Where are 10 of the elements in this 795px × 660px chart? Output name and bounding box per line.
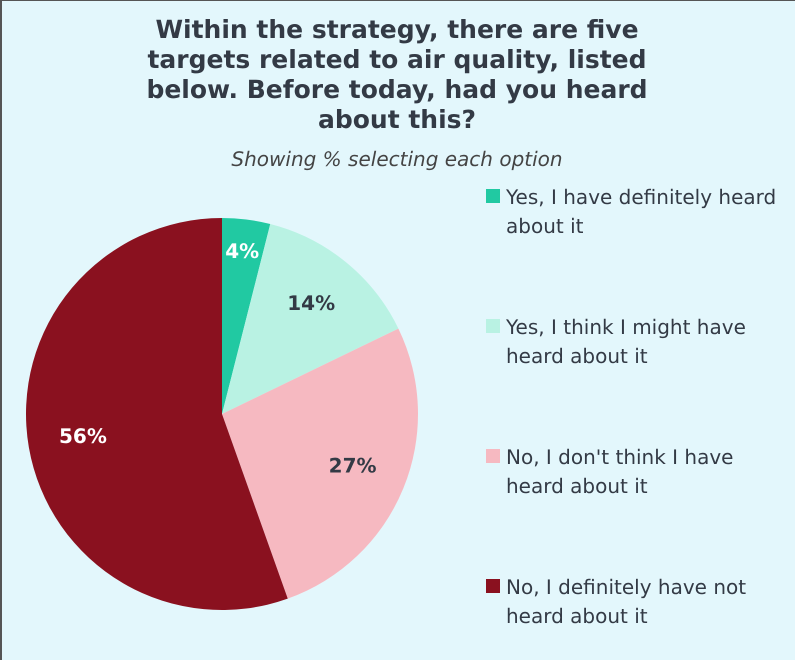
data-label: 14% xyxy=(287,290,336,315)
legend-label: Yes, I think I might have heard about it xyxy=(506,314,747,370)
data-label: 56% xyxy=(59,424,107,448)
legend-label: Yes, I have definitely heard about it xyxy=(506,184,778,240)
legend-label: No, I definitely have not heard about it xyxy=(506,574,748,630)
data-label: 4% xyxy=(225,238,260,263)
chart-subtitle: Showing % selecting each option xyxy=(230,147,564,171)
legend-label: No, I don't think I have heard about it xyxy=(506,444,734,500)
chart-title: Within the strategy, there are five targets related to air quality, listed below. Before today, had you heard about this? xyxy=(145,15,649,135)
data-label: 27% xyxy=(328,454,377,478)
